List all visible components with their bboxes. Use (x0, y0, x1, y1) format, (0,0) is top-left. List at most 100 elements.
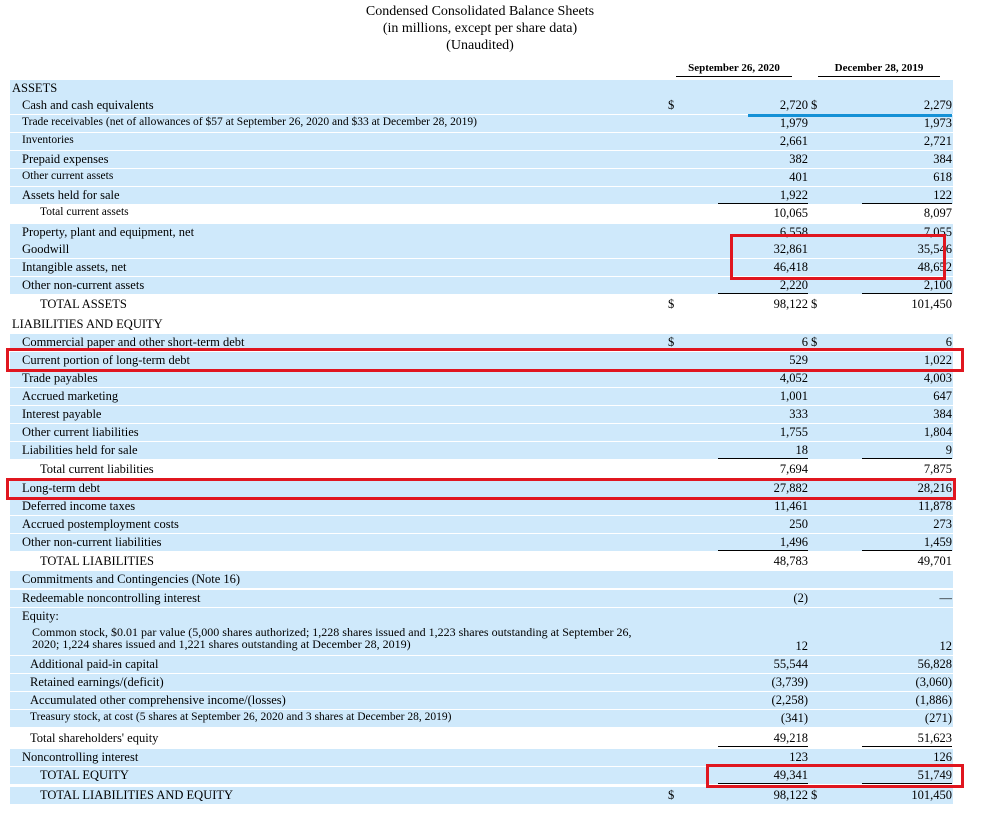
highlight-line-cash (748, 114, 952, 117)
table-row: Commitments and Contingencies (Note 16) (10, 571, 953, 588)
value-dec-2019: 384 (933, 152, 952, 166)
value-sep-2020: 2,720 (779, 98, 808, 112)
value-dec-2019: 11,878 (918, 499, 952, 513)
row-label: Noncontrolling interest (22, 750, 139, 764)
table-row: Other non-current assets 2,220 2,100 (10, 277, 953, 294)
row-label: Intangible assets, net (22, 260, 127, 274)
value-sep-2020: 4,052 (779, 371, 808, 385)
row-label: Equity: (22, 609, 59, 623)
table-row: Assets held for sale 1,922 122 (10, 187, 953, 204)
value-sep-2020: 18 (718, 443, 808, 459)
value-sep-2020: (2,258) (771, 693, 808, 707)
value-dec-2019: 6 (945, 335, 952, 349)
value-sep-2020: 11,461 (774, 499, 808, 513)
row-label: Redeemable noncontrolling interest (22, 591, 201, 605)
row-label: Common stock, $0.01 par value (5,000 sha… (32, 625, 632, 651)
dollar-sign: $ (668, 335, 675, 349)
value-sep-2020: 1,979 (779, 116, 808, 130)
dollar-sign: $ (811, 788, 818, 802)
value-dec-2019: 2,279 (923, 98, 952, 112)
value-dec-2019: 2,100 (862, 278, 952, 294)
value-dec-2019: 1,804 (923, 425, 952, 439)
value-sep-2020: 32,861 (773, 242, 808, 256)
row-label: Additional paid-in capital (30, 657, 159, 671)
row-label: Accrued postemployment costs (22, 517, 179, 531)
table-row: Total shareholders' equity 49,218 51,623 (10, 730, 953, 747)
dollar-sign: $ (811, 335, 818, 349)
row-label: Current portion of long-term debt (22, 353, 191, 367)
value-sep-2020: 1,755 (779, 425, 808, 439)
row-label: TOTAL ASSETS (40, 297, 127, 311)
row-label: Total shareholders' equity (30, 731, 159, 745)
value-sep-2020: 333 (789, 407, 808, 421)
highlight-box-long-term-debt (6, 478, 956, 500)
value-sep-2020: 529 (789, 353, 808, 367)
table-row: TOTAL ASSETS $ $98,122 101,450 (10, 296, 953, 313)
table-row: Retained earnings/(deficit) (3,739) (3,060… (10, 674, 953, 691)
column-header-dec-2019: December 28, 2019 (818, 62, 940, 77)
value-sep-2020: 2,220 (718, 278, 808, 294)
value-sep-2020: 98,122 (773, 297, 808, 311)
value-dec-2019: 122 (862, 188, 952, 204)
row-label: Other non-current assets (22, 278, 145, 292)
value-sep-2020: 98,122 (773, 788, 808, 802)
value-dec-2019: 1,022 (923, 353, 952, 367)
value-dec-2019: 273 (933, 517, 952, 531)
row-label: Total current assets (40, 206, 129, 218)
row-label: Other current assets (22, 170, 114, 182)
table-row: Intangible assets, net 46,418 48,652 (10, 259, 953, 276)
value-dec-2019: (3,060) (915, 675, 952, 689)
row-label: Cash and cash equivalents (22, 98, 154, 112)
dollar-sign: $ (668, 98, 675, 112)
table-row: Accrued marketing 1,001 647 (10, 388, 953, 405)
table-row: Cash and cash equivalents $ $2,720 2,279 (10, 97, 953, 114)
value-dec-2019: 384 (933, 407, 952, 421)
row-label: Inventories (22, 134, 74, 146)
value-sep-2020: (3,739) (771, 675, 808, 689)
table-row: Accrued postemployment costs 250 273 (10, 516, 953, 533)
table-row: Inventories 2,661 2,721 (10, 133, 953, 150)
dollar-sign: $ (811, 297, 818, 311)
table-row: TOTAL LIABILITIES AND EQUITY $ $98,122 101,… (10, 787, 953, 804)
table-row: Common stock, $0.01 par value (5,000 sha… (10, 625, 953, 655)
row-label: Trade payables (22, 371, 98, 385)
column-header-sep-2020-label: September 26, 2020 (688, 62, 780, 74)
row-label: Property, plant and equipment, net (22, 225, 195, 239)
value-dec-2019: 101,450 (911, 788, 952, 802)
value-dec-2019: 2,721 (923, 134, 952, 148)
value-sep-2020: 382 (789, 152, 808, 166)
row-label: Commitments and Contingencies (Note 16) (22, 572, 241, 586)
highlight-box-total-equity (706, 764, 964, 788)
row-label: Total current liabilities (40, 462, 154, 476)
table-row: Prepaid expenses 382 384 (10, 151, 953, 168)
table-row: Current portion of long-term debt 529 1,02… (10, 352, 953, 369)
value-sep-2020: (341) (780, 711, 808, 725)
value-sep-2020: 49,218 (718, 731, 808, 747)
row-label: Accrued marketing (22, 389, 119, 403)
row-label: LIABILITIES AND EQUITY (12, 317, 163, 331)
value-dec-2019: 618 (933, 170, 952, 184)
dollar-sign: $ (668, 297, 675, 311)
row-label: Commercial paper and other short-term de… (22, 335, 245, 349)
report-title: Condensed Consolidated Balance Sheets (365, 4, 595, 19)
value-sep-2020: 1,922 (718, 188, 808, 204)
table-row: Liabilities held for sale 18 9 (10, 442, 953, 459)
row-label: Other non-current liabilities (22, 535, 162, 549)
report-note: (Unaudited) (446, 38, 514, 53)
row-label: TOTAL LIABILITIES (40, 554, 154, 568)
value-sep-2020: 2,661 (779, 134, 808, 148)
highlight-box-goodwill-intangibles (730, 234, 946, 280)
table-row: Total current assets 10,065 8,097 (10, 205, 953, 222)
value-sep-2020: 6 (801, 335, 808, 349)
table-row: Redeemable noncontrolling interest (2) — (10, 590, 953, 607)
table-row: Other current assets 401 618 (10, 169, 953, 186)
row-label: TOTAL EQUITY (40, 768, 129, 782)
table-row: Treasury stock, at cost (5 shares at Sep… (10, 710, 953, 727)
value-sep-2020: 12 (795, 639, 809, 653)
table-row: Goodwill 32,861 35,546 (10, 241, 953, 258)
row-label: Goodwill (22, 242, 70, 256)
value-sep-2020: 250 (789, 517, 808, 531)
value-dec-2019: (1,886) (915, 693, 952, 707)
value-dec-2019: 56,828 (917, 657, 952, 671)
table-row: Total current liabilities 7,694 7,875 (10, 461, 953, 478)
